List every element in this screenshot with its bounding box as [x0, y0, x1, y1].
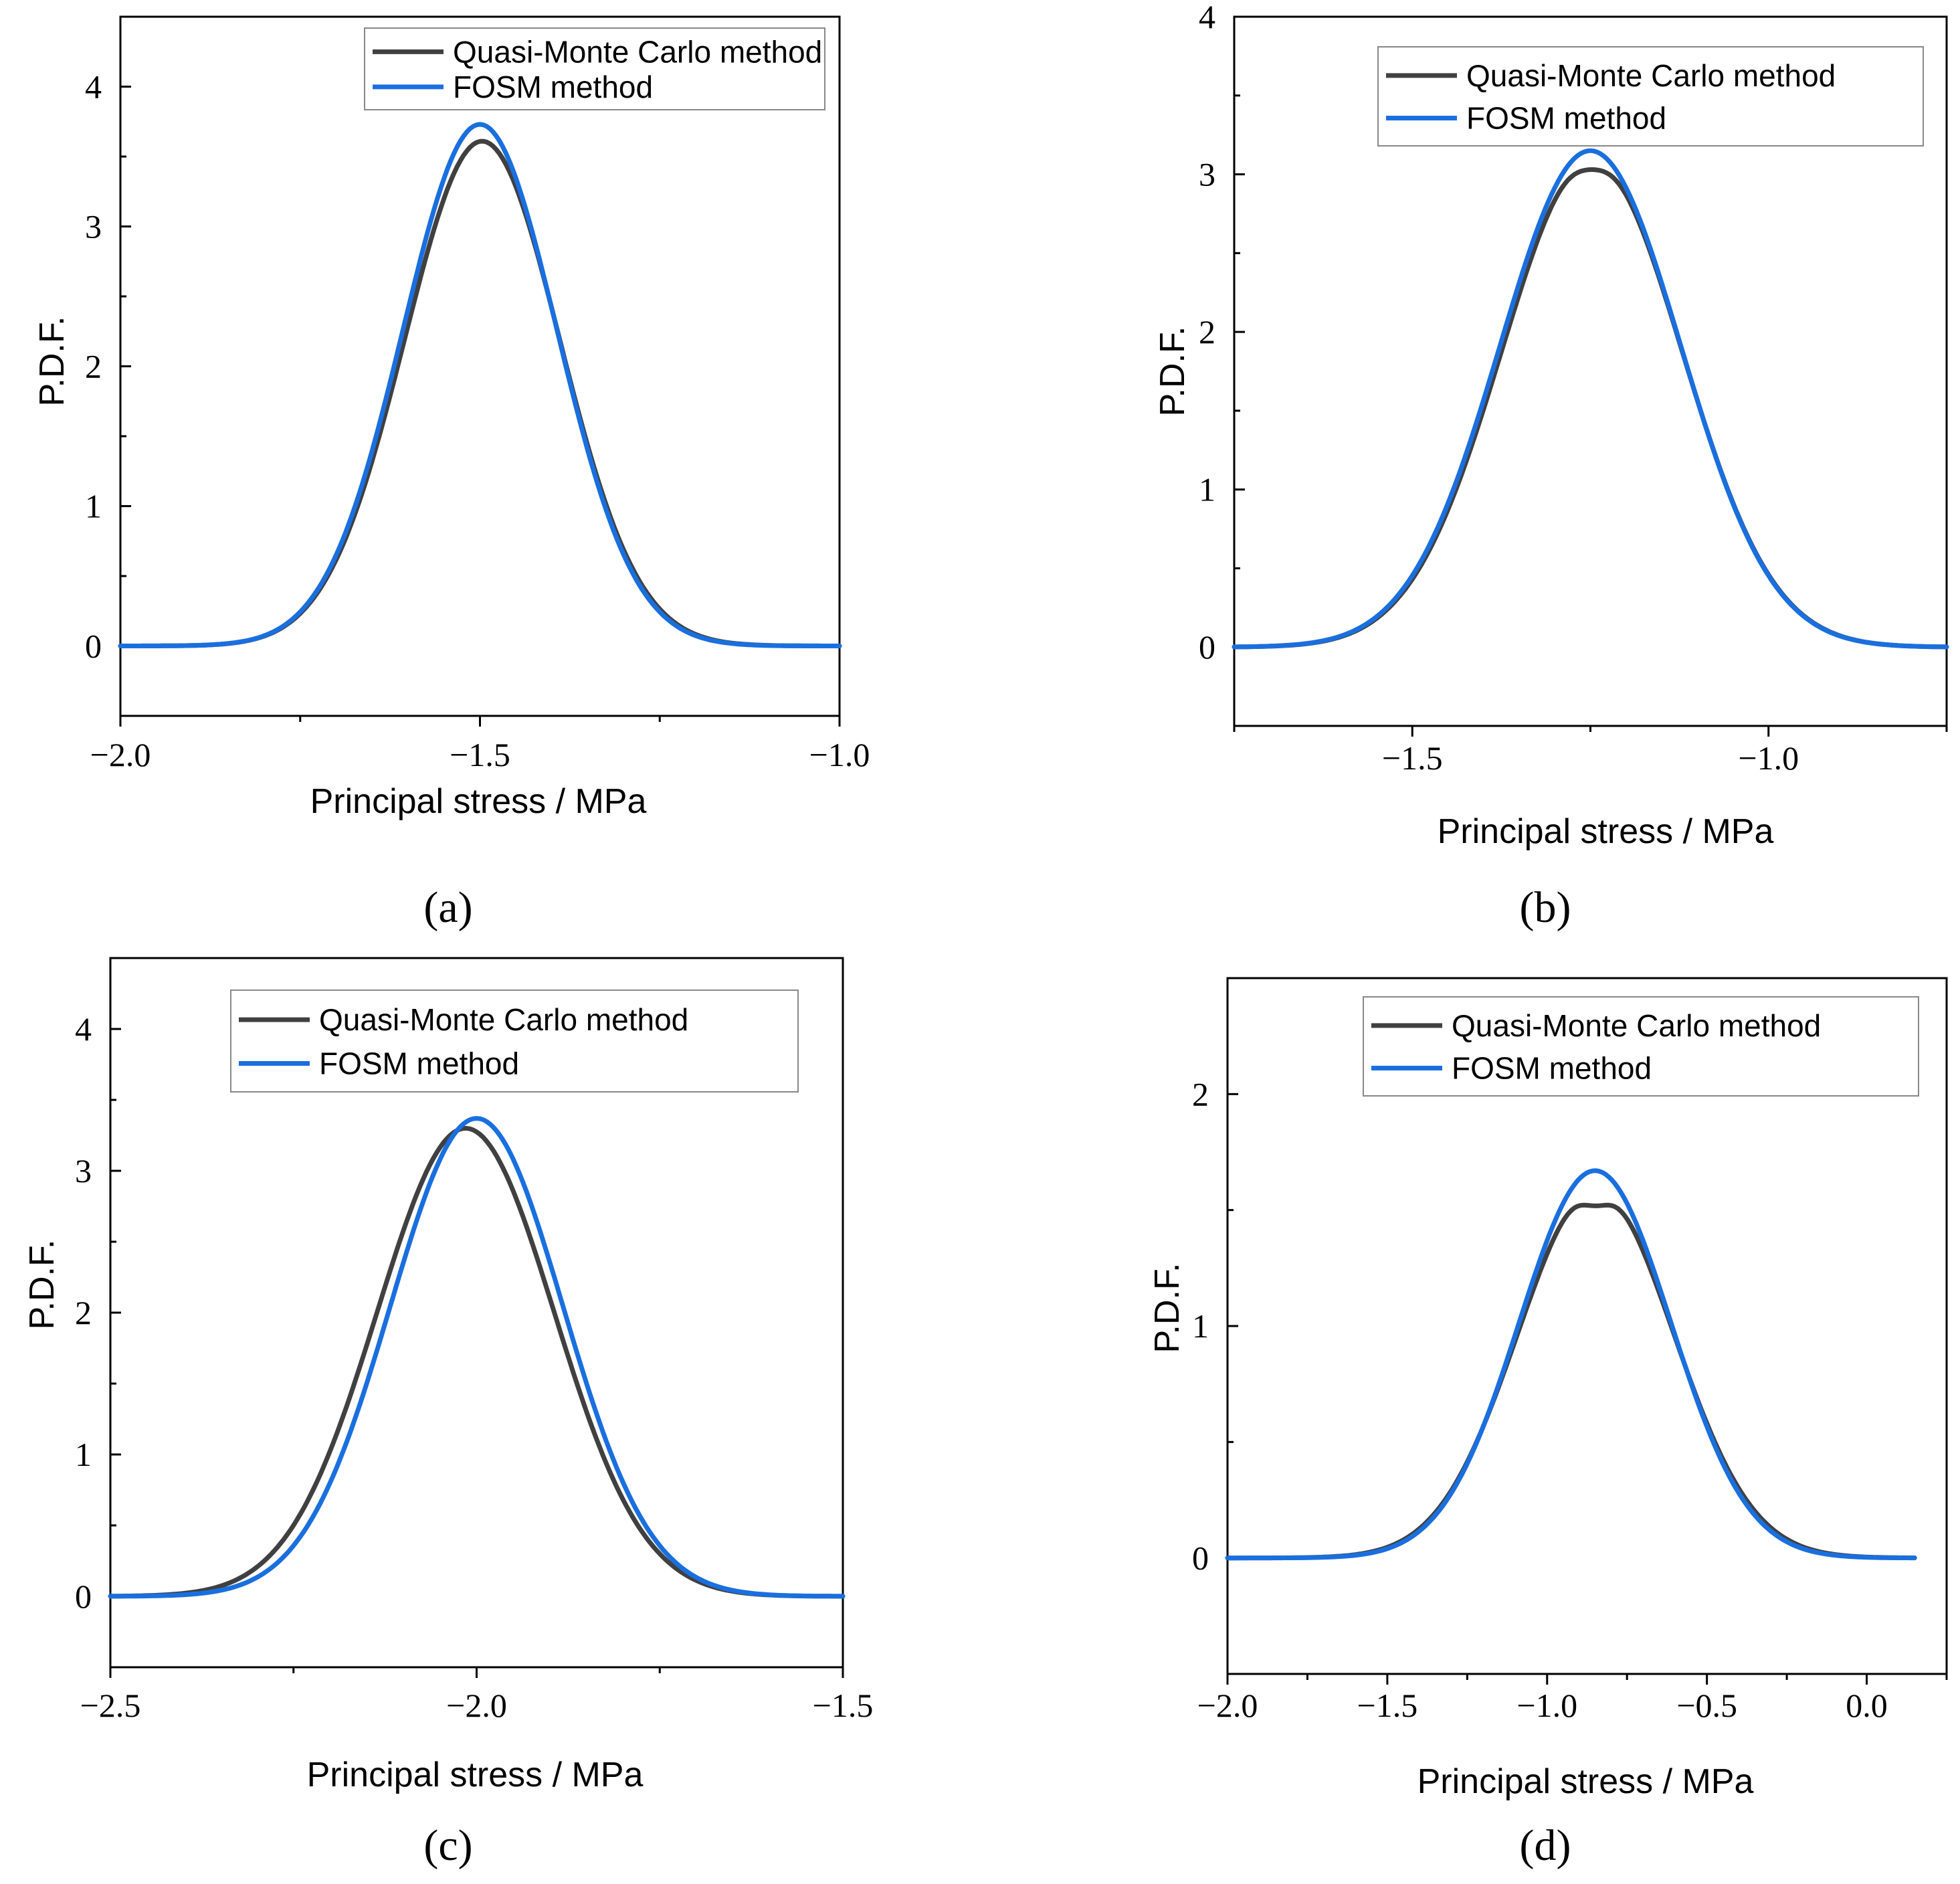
legend-label: FOSM method: [1466, 101, 1666, 136]
y-tick-label: 0: [1192, 1539, 1209, 1577]
x-tick-label: −1.0: [809, 736, 870, 773]
chart-panel-d: 0 1 2 −2.0 −1.5 −1.0 −0.5 0.0 Principal stress /…: [1148, 977, 1948, 1870]
x-axis-title: Principal stress / MPa: [1417, 1762, 1754, 1801]
y-tick-label: 2: [75, 1294, 92, 1331]
y-tick-label: 1: [1199, 471, 1215, 508]
legend-label: FOSM method: [453, 70, 653, 104]
y-tick-label: 3: [85, 208, 102, 246]
y-tick-label: 4: [85, 68, 102, 106]
legend: Quasi-Monte Carlo method FOSM method: [1363, 996, 1919, 1097]
y-tick-label: 2: [85, 348, 102, 385]
series-line-quasi-monte-carlo: [1232, 167, 1949, 650]
legend-label: Quasi-Monte Carlo method: [453, 34, 822, 69]
x-tick-label: −0.5: [1676, 1687, 1737, 1724]
legend-label: Quasi-Monte Carlo method: [1452, 1008, 1821, 1043]
plot-frame: [119, 15, 841, 717]
x-tick-label: −1.5: [1382, 739, 1443, 777]
y-tick-label: 4: [1199, 0, 1215, 35]
legend-box: [364, 27, 825, 110]
y-axis-title: P.D.F.: [1148, 1263, 1187, 1353]
x-tick-label: −1.0: [1516, 1687, 1577, 1724]
x-tick-label: −2.0: [90, 736, 151, 773]
y-axis-title: P.D.F.: [23, 1240, 62, 1330]
panel-caption: (c): [423, 1821, 472, 1870]
series-line-quasi-monte-carlo: [1225, 1202, 1917, 1561]
panel-caption: (a): [423, 883, 472, 932]
series-line-quasi-monte-carlo: [108, 1125, 846, 1599]
x-axis-title: Principal stress / MPa: [1438, 812, 1774, 851]
legend-label: FOSM method: [1452, 1051, 1652, 1086]
legend-box: [1377, 46, 1924, 147]
x-tick-label: 0.0: [1846, 1687, 1888, 1724]
series-line-quasi-monte-carlo: [118, 138, 842, 648]
x-tick-label: −1.5: [450, 736, 510, 773]
chart-panel-a: 0 1 2 3 4 −2.0 −1.5 −1.0 Principal stress / MPa P…: [33, 15, 870, 932]
y-tick-label: 3: [1199, 156, 1215, 193]
y-axis-title: P.D.F.: [1153, 326, 1192, 417]
y-tick-label: 2: [1199, 313, 1215, 351]
chart-panel-c: 0 1 2 3 4 −2.5 −2.0 −1.5 Principal stress / MPa P…: [23, 957, 874, 1870]
series-line-fosm: [1232, 148, 1949, 650]
x-tick-label: −1.5: [813, 1687, 874, 1724]
y-tick-label: 0: [1199, 628, 1215, 666]
y-tick-label: 4: [75, 1010, 92, 1048]
x-tick-label: −1.5: [1357, 1687, 1418, 1724]
y-tick-label: 0: [85, 628, 102, 665]
x-tick-label: −2.5: [80, 1687, 141, 1724]
x-axis-title: Principal stress / MPa: [310, 782, 647, 821]
legend-label: FOSM method: [319, 1046, 519, 1080]
y-tick-label: 2: [1192, 1075, 1209, 1113]
x-tick-label: −2.0: [1197, 1687, 1258, 1724]
chart-panel-b: 0 1 2 3 4 −1.5 −1.0 Principal stress / MPa P.D.F…: [1153, 0, 1949, 932]
series-line-fosm: [1225, 1168, 1917, 1561]
legend: Quasi-Monte Carlo method FOSM method: [230, 990, 799, 1093]
panel-caption: (d): [1520, 1821, 1571, 1870]
series-line-fosm: [108, 1116, 846, 1599]
y-tick-label: 1: [75, 1436, 92, 1473]
x-tick-label: −2.0: [446, 1687, 507, 1724]
legend-label: Quasi-Monte Carlo method: [1466, 58, 1836, 93]
y-tick-label: 0: [75, 1578, 92, 1615]
legend-box: [230, 990, 799, 1093]
series-line-fosm: [118, 122, 842, 648]
panel-caption: (b): [1520, 883, 1571, 932]
legend-label: Quasi-Monte Carlo method: [319, 1002, 688, 1037]
x-tick-label: −1.0: [1738, 739, 1799, 777]
y-tick-label: 1: [85, 488, 102, 525]
x-axis-title: Principal stress / MPa: [307, 1756, 644, 1794]
y-tick-label: 3: [75, 1152, 92, 1190]
legend: Quasi-Monte Carlo method FOSM method: [1377, 46, 1924, 147]
y-axis-title: P.D.F.: [33, 316, 72, 407]
legend-box: [1363, 996, 1919, 1097]
y-tick-label: 1: [1192, 1307, 1209, 1345]
